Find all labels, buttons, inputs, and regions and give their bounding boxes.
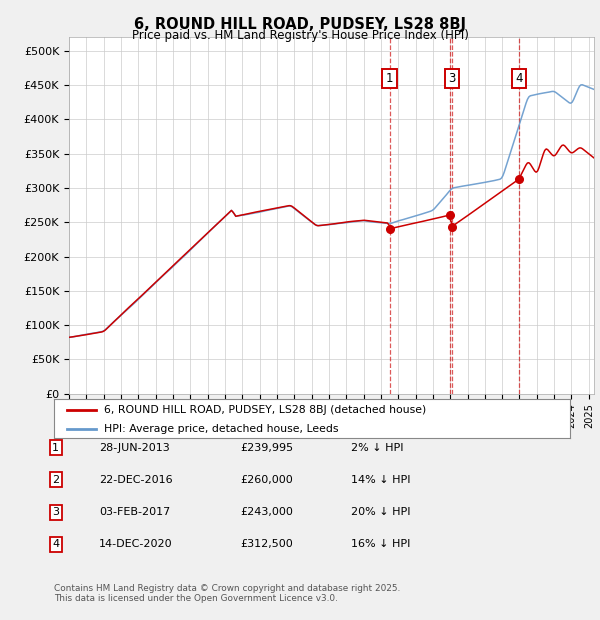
Text: 14-DEC-2020: 14-DEC-2020: [99, 539, 173, 549]
Text: 3: 3: [52, 507, 59, 517]
Text: 28-JUN-2013: 28-JUN-2013: [99, 443, 170, 453]
Text: 03-FEB-2017: 03-FEB-2017: [99, 507, 170, 517]
Text: £239,995: £239,995: [240, 443, 293, 453]
Text: 14% ↓ HPI: 14% ↓ HPI: [351, 475, 410, 485]
Text: £312,500: £312,500: [240, 539, 293, 549]
Text: 6, ROUND HILL ROAD, PUDSEY, LS28 8BJ: 6, ROUND HILL ROAD, PUDSEY, LS28 8BJ: [134, 17, 466, 32]
Text: 1: 1: [52, 443, 59, 453]
Text: HPI: Average price, detached house, Leeds: HPI: Average price, detached house, Leed…: [104, 423, 338, 433]
Text: 20% ↓ HPI: 20% ↓ HPI: [351, 507, 410, 517]
Text: 22-DEC-2016: 22-DEC-2016: [99, 475, 173, 485]
Text: 2% ↓ HPI: 2% ↓ HPI: [351, 443, 404, 453]
Text: 1: 1: [386, 72, 393, 85]
Text: 2: 2: [52, 475, 59, 485]
Text: 4: 4: [515, 72, 523, 85]
Text: 16% ↓ HPI: 16% ↓ HPI: [351, 539, 410, 549]
Text: 6, ROUND HILL ROAD, PUDSEY, LS28 8BJ (detached house): 6, ROUND HILL ROAD, PUDSEY, LS28 8BJ (de…: [104, 405, 427, 415]
Text: Price paid vs. HM Land Registry's House Price Index (HPI): Price paid vs. HM Land Registry's House …: [131, 29, 469, 42]
Text: £243,000: £243,000: [240, 507, 293, 517]
Text: Contains HM Land Registry data © Crown copyright and database right 2025.
This d: Contains HM Land Registry data © Crown c…: [54, 584, 400, 603]
Text: 4: 4: [52, 539, 59, 549]
Text: £260,000: £260,000: [240, 475, 293, 485]
Text: 3: 3: [448, 72, 455, 85]
